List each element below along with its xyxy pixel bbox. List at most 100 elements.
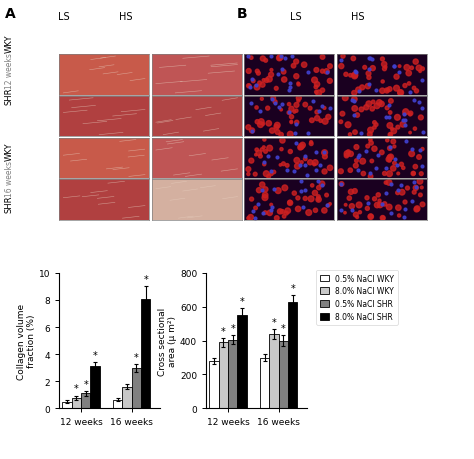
Point (407, 110, 414, 118)
Point (263, 78, 270, 85)
Point (266, 210, 273, 217)
Point (381, 201, 388, 208)
Point (297, 178, 305, 185)
Point (296, 145, 304, 152)
Point (274, 129, 282, 136)
Point (367, 213, 374, 221)
Point (351, 96, 358, 104)
Point (325, 114, 332, 121)
Point (358, 84, 366, 92)
Point (408, 198, 416, 205)
Point (351, 129, 359, 136)
Point (268, 171, 275, 178)
Point (337, 168, 345, 175)
Point (410, 170, 417, 178)
Point (261, 161, 268, 168)
Point (267, 207, 275, 215)
Text: HS: HS (119, 11, 132, 22)
Point (255, 70, 262, 78)
Point (393, 114, 401, 122)
Point (318, 181, 326, 188)
Point (273, 154, 281, 162)
Point (417, 114, 425, 122)
Point (312, 168, 320, 175)
Point (386, 110, 394, 117)
Point (387, 131, 394, 139)
Point (288, 119, 295, 127)
Point (301, 153, 309, 160)
Point (279, 101, 286, 109)
Point (373, 165, 380, 173)
Point (292, 140, 300, 147)
Point (351, 73, 358, 80)
Point (415, 99, 423, 106)
Point (287, 118, 295, 126)
Point (419, 129, 426, 137)
Point (318, 103, 326, 111)
Point (351, 188, 359, 195)
Point (398, 161, 405, 168)
Point (311, 159, 319, 167)
Point (393, 162, 401, 169)
Point (311, 190, 319, 197)
Point (356, 88, 363, 95)
Point (413, 206, 420, 213)
Point (284, 207, 292, 215)
Point (394, 124, 401, 132)
Point (323, 192, 330, 199)
Text: *: * (74, 384, 79, 394)
Point (419, 146, 426, 153)
Point (385, 157, 392, 164)
Point (315, 193, 322, 201)
Point (416, 178, 424, 185)
Point (279, 208, 286, 216)
Point (385, 102, 393, 109)
Point (253, 105, 260, 112)
Point (413, 206, 421, 213)
Point (324, 202, 332, 210)
Point (386, 145, 393, 152)
Point (290, 63, 297, 70)
Point (301, 156, 309, 163)
Point (252, 151, 260, 159)
Point (346, 131, 354, 139)
Point (364, 205, 371, 213)
Point (410, 170, 417, 178)
Point (246, 84, 254, 91)
Point (288, 114, 295, 121)
Point (345, 149, 352, 156)
Point (306, 159, 314, 167)
Point (323, 69, 331, 76)
Point (280, 213, 288, 220)
Point (342, 72, 350, 79)
Point (391, 63, 398, 71)
Point (408, 151, 415, 158)
Point (318, 182, 326, 190)
Point (338, 181, 346, 188)
Point (365, 81, 373, 88)
Point (378, 149, 386, 157)
Point (360, 170, 367, 178)
Bar (122, 387, 132, 409)
Point (406, 129, 414, 137)
Point (396, 90, 404, 97)
Point (387, 154, 394, 161)
Point (309, 98, 317, 106)
Point (413, 88, 420, 95)
Point (268, 128, 276, 135)
Point (366, 56, 374, 63)
Point (268, 203, 276, 211)
Point (273, 215, 281, 222)
Point (354, 154, 362, 161)
Point (390, 128, 398, 135)
Point (378, 101, 385, 108)
Point (344, 122, 352, 129)
Point (419, 201, 426, 208)
Point (382, 64, 389, 72)
Point (317, 118, 324, 125)
Point (367, 140, 375, 147)
Point (412, 185, 419, 192)
Point (285, 101, 293, 109)
Point (299, 142, 306, 149)
Point (401, 213, 408, 221)
